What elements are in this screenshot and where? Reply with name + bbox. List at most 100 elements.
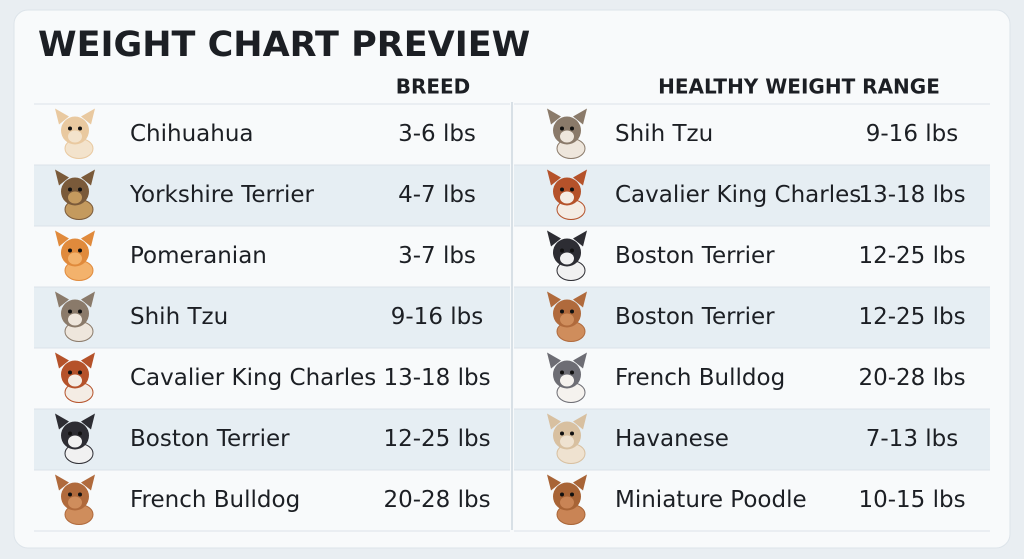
dog-ear <box>573 413 587 430</box>
dog-ear <box>547 291 561 308</box>
row-band <box>514 409 990 470</box>
weight-range: 12-25 lbs <box>858 304 965 330</box>
dog-icon <box>547 291 587 342</box>
dog-icon <box>55 108 95 159</box>
dog-ear <box>81 352 95 369</box>
dog-ear <box>55 474 69 491</box>
dog-eye <box>570 126 574 131</box>
dog-muzzle <box>68 252 82 265</box>
dog-ear <box>81 413 95 430</box>
dog-ear <box>547 108 561 125</box>
dog-eye <box>68 187 72 192</box>
dog-muzzle <box>560 435 574 448</box>
breed-name: Miniature Poodle <box>615 487 807 513</box>
dog-eye <box>78 431 82 436</box>
weight-range: 3-6 lbs <box>398 121 476 147</box>
dog-eye <box>68 248 72 253</box>
dog-eye <box>68 370 72 375</box>
dog-eye <box>570 309 574 314</box>
dog-eye <box>68 126 72 131</box>
dog-ear <box>573 169 587 186</box>
dog-muzzle <box>560 191 574 204</box>
dog-ear <box>547 352 561 369</box>
dog-icon <box>547 474 587 525</box>
dog-ear <box>573 230 587 247</box>
dog-ear <box>55 108 69 125</box>
dog-eye <box>560 492 564 497</box>
dog-icon <box>55 291 95 342</box>
dog-ear <box>547 169 561 186</box>
dog-eye <box>68 431 72 436</box>
weight-range: 4-7 lbs <box>398 182 476 208</box>
dog-eye <box>570 492 574 497</box>
dog-eye <box>560 126 564 131</box>
dog-eye <box>68 309 72 314</box>
dog-eye <box>560 187 564 192</box>
column-header: BREED <box>396 75 471 99</box>
dog-ear <box>573 291 587 308</box>
dog-eye <box>560 431 564 436</box>
dog-icon <box>547 352 587 403</box>
dog-icon <box>55 413 95 464</box>
dog-eye <box>78 492 82 497</box>
dog-ear <box>55 169 69 186</box>
dog-icon <box>55 352 95 403</box>
breed-name: Boston Terrier <box>615 304 775 330</box>
breed-name: Shih Tzu <box>130 304 228 330</box>
rows: Chihuahua 3-6 lbs Yorkshire Terrier 4-7 lbs… <box>34 103 990 532</box>
dog-eye <box>570 187 574 192</box>
dog-eye <box>570 370 574 375</box>
breed-name: Boston Terrier <box>615 243 775 269</box>
weight-range: 9-16 lbs <box>391 304 483 330</box>
column-header: HEALTHY WEIGHT RANGE <box>658 75 940 99</box>
dog-muzzle <box>68 191 82 204</box>
dog-muzzle <box>68 130 82 143</box>
dog-icon <box>547 230 587 281</box>
dog-ear <box>55 413 69 430</box>
dog-ear <box>547 474 561 491</box>
dog-ear <box>55 352 69 369</box>
dog-eye <box>78 187 82 192</box>
dog-muzzle <box>68 313 82 326</box>
breed-name: French Bulldog <box>615 365 785 391</box>
weight-range: 10-15 lbs <box>858 487 965 513</box>
weight-range: 20-28 lbs <box>858 365 965 391</box>
breed-name: Cavalier King Charles <box>615 182 861 208</box>
breed-name: Chihuahua <box>130 121 254 147</box>
breed-name: Boston Terrier <box>130 426 290 452</box>
row-band <box>514 165 990 226</box>
dog-eye <box>78 309 82 314</box>
dog-muzzle <box>560 252 574 265</box>
dog-eye <box>560 370 564 375</box>
dog-icon <box>55 474 95 525</box>
dog-muzzle <box>560 130 574 143</box>
dog-ear <box>573 352 587 369</box>
row-band <box>34 165 510 226</box>
dog-ear <box>81 230 95 247</box>
dog-icon <box>547 108 587 159</box>
dog-eye <box>68 492 72 497</box>
breed-name: Pomeranian <box>130 243 267 269</box>
weight-range: 12-25 lbs <box>858 243 965 269</box>
weight-range: 13-18 lbs <box>858 182 965 208</box>
dog-muzzle <box>68 496 82 509</box>
dog-ear <box>81 108 95 125</box>
dog-icon <box>547 169 587 220</box>
row-band <box>34 287 510 348</box>
dog-eye <box>570 431 574 436</box>
dog-ear <box>55 230 69 247</box>
dog-ear <box>547 230 561 247</box>
dog-eye <box>560 248 564 253</box>
breed-name: Shih Tzu <box>615 121 713 147</box>
dog-muzzle <box>68 374 82 387</box>
breed-name: French Bulldog <box>130 487 300 513</box>
weight-range: 13-18 lbs <box>383 365 490 391</box>
dog-icon <box>547 413 587 464</box>
dog-muzzle <box>560 496 574 509</box>
weight-range: 9-16 lbs <box>866 121 958 147</box>
title: WEIGHT CHART PREVIEW <box>38 25 530 65</box>
dog-ear <box>81 291 95 308</box>
dog-ear <box>573 108 587 125</box>
